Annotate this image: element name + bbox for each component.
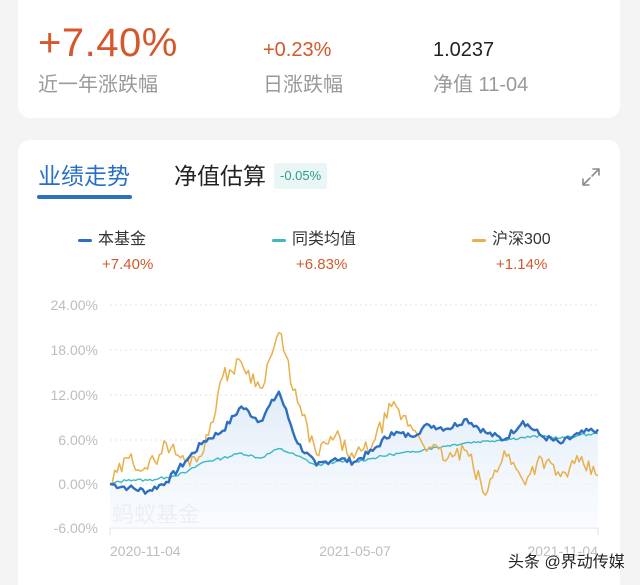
- legend-hs300[interactable]: 沪深300 +1.14%: [472, 230, 551, 274]
- year-change-value: +7.40%: [38, 21, 178, 65]
- tab-active-indicator: [37, 195, 132, 199]
- year-change-stat: +7.40% 近一年涨跌幅: [38, 22, 178, 97]
- tab-performance[interactable]: 业绩走势: [38, 163, 130, 189]
- legend-peer-average[interactable]: 同类均值 +6.83%: [272, 230, 356, 274]
- year-change-label: 近一年涨跌幅: [38, 74, 158, 96]
- legend-hs300-value: +1.14%: [496, 256, 548, 273]
- fund-line: [109, 390, 599, 495]
- day-change-label: 日涨跌幅: [263, 74, 343, 96]
- legend-peer-value: +6.83%: [296, 256, 348, 273]
- summary-card: +7.40% 近一年涨跌幅 +0.23% 日涨跌幅 1.0237 净值 11-0…: [18, 0, 620, 118]
- day-change-stat: +0.23% 日涨跌幅: [263, 38, 343, 97]
- legend-fund[interactable]: 本基金 +7.40%: [78, 230, 153, 274]
- estimate-badge: -0.05%: [274, 163, 328, 189]
- legend-fund-value: +7.40%: [102, 256, 154, 273]
- y-tick-neg6: -6.00%: [54, 520, 98, 536]
- legend-fund-name: 本基金: [98, 231, 147, 248]
- y-axis-labels: 24.00% 18.00% 12.00% 6.00% 0.00% -6.00%: [51, 297, 98, 536]
- legend-hs300-name: 沪深300: [492, 231, 551, 248]
- x-axis-labels: 2020-11-04 2021-05-07 2021-11-04: [110, 543, 598, 559]
- y-tick-0: 0.00%: [58, 476, 98, 492]
- y-tick-18: 18.00%: [51, 342, 98, 358]
- nav-stat: 1.0237 净值 11-04: [433, 38, 528, 97]
- hs300-swatch: [472, 238, 486, 242]
- tab-nav-estimate[interactable]: 净值估算: [174, 163, 266, 189]
- expand-arrows-icon[interactable]: [580, 166, 602, 188]
- legend-peer-name: 同类均值: [292, 231, 357, 248]
- day-change-value: +0.23%: [263, 39, 332, 61]
- fund-area-fill: [110, 391, 598, 528]
- source-credit: 头条 @界动传媒: [508, 554, 625, 571]
- x-tick-mid: 2021-05-07: [319, 543, 391, 559]
- peer-swatch: [272, 238, 286, 242]
- y-tick-12: 12.00%: [51, 387, 98, 403]
- y-tick-24: 24.00%: [51, 297, 98, 313]
- x-tick-start: 2020-11-04: [110, 543, 181, 559]
- x-tick-end: 2021-11-04: [527, 543, 598, 559]
- hs300-line: [109, 331, 599, 496]
- nav-value: 1.0237: [433, 39, 495, 61]
- fund-swatch: [78, 238, 92, 242]
- nav-label: 净值 11-04: [433, 74, 529, 96]
- y-tick-6: 6.00%: [58, 432, 98, 448]
- x-axis-line: [109, 527, 599, 535]
